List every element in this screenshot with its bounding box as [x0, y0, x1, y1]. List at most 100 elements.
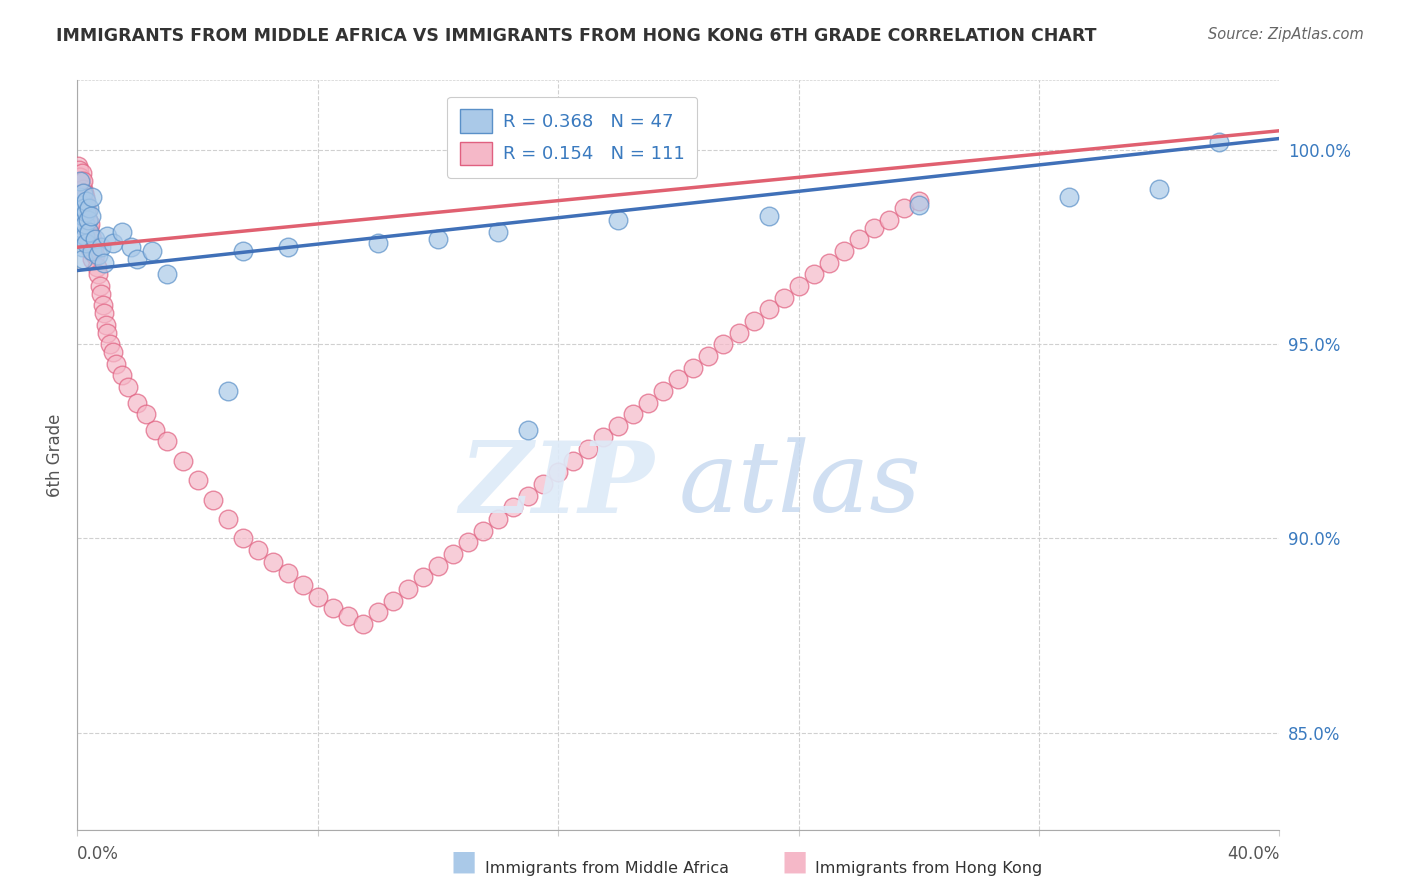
Point [82, 190, 104, 204]
Point [67, 186, 90, 200]
Point [141, 244, 163, 259]
Text: Immigrants from Middle Africa: Immigrants from Middle Africa [485, 861, 730, 876]
Point [80, 209, 103, 223]
Point [67, 174, 90, 188]
Point [486, 512, 509, 526]
Point [367, 605, 389, 619]
Point [156, 434, 179, 449]
Point [105, 357, 128, 371]
Point [758, 209, 780, 223]
Point [607, 418, 630, 433]
Point [103, 345, 125, 359]
Point [72, 213, 94, 227]
Point [89, 279, 111, 293]
Point [486, 225, 509, 239]
Point [262, 555, 284, 569]
Point [862, 220, 884, 235]
Point [72, 209, 94, 223]
Point [103, 236, 125, 251]
Point [84, 232, 107, 246]
Point [87, 248, 110, 262]
Point [72, 174, 94, 188]
Point [73, 217, 96, 231]
Point [621, 407, 644, 421]
Point [127, 395, 149, 409]
Point [697, 349, 720, 363]
Point [772, 291, 794, 305]
Point [291, 578, 314, 592]
Point [86, 260, 108, 274]
Point [72, 182, 94, 196]
Point [70, 197, 93, 211]
Point [117, 380, 139, 394]
Point [80, 228, 103, 243]
Point [817, 256, 839, 270]
Point [742, 314, 765, 328]
Point [82, 232, 104, 246]
Text: ■: ■ [782, 848, 807, 876]
Point [73, 205, 96, 219]
Point [69, 174, 91, 188]
Point [111, 225, 134, 239]
Point [277, 240, 299, 254]
Point [69, 205, 91, 219]
Point [70, 166, 93, 180]
Point [531, 477, 554, 491]
Point [67, 159, 90, 173]
Point [713, 337, 735, 351]
Point [96, 228, 118, 243]
Point [517, 423, 540, 437]
Point [787, 279, 810, 293]
Text: Immigrants from Hong Kong: Immigrants from Hong Kong [815, 861, 1043, 876]
Point [75, 194, 97, 208]
Point [427, 558, 450, 573]
Point [72, 252, 94, 266]
Point [79, 225, 101, 239]
Point [72, 194, 94, 208]
Point [90, 286, 112, 301]
Point [72, 202, 94, 216]
Point [75, 197, 97, 211]
Y-axis label: 6th Grade: 6th Grade [46, 413, 65, 497]
Point [908, 197, 931, 211]
Point [69, 170, 91, 185]
Point [472, 524, 495, 538]
Point [682, 360, 704, 375]
Point [67, 194, 90, 208]
Point [547, 466, 569, 480]
Point [96, 326, 118, 340]
Text: ■: ■ [451, 848, 477, 876]
Point [70, 197, 93, 211]
Point [69, 178, 91, 193]
Text: ZIP: ZIP [460, 437, 654, 533]
Text: 0.0%: 0.0% [77, 845, 120, 863]
Point [70, 220, 93, 235]
Point [217, 384, 239, 398]
Point [1208, 136, 1230, 150]
Legend: R = 0.368   N = 47, R = 0.154   N = 111: R = 0.368 N = 47, R = 0.154 N = 111 [447, 97, 697, 178]
Text: atlas: atlas [679, 437, 921, 533]
Point [69, 190, 91, 204]
Point [186, 473, 209, 487]
Point [576, 442, 599, 456]
Point [67, 202, 90, 216]
Point [562, 454, 585, 468]
Point [82, 252, 104, 266]
Point [412, 570, 434, 584]
Point [120, 240, 142, 254]
Point [427, 232, 450, 246]
Point [73, 228, 96, 243]
Point [457, 535, 479, 549]
Point [76, 213, 98, 227]
Point [803, 268, 825, 282]
Point [908, 194, 931, 208]
Point [82, 244, 104, 259]
Point [127, 252, 149, 266]
Point [832, 244, 855, 259]
Point [91, 298, 114, 312]
Point [156, 268, 179, 282]
Point [1149, 182, 1171, 196]
Point [352, 616, 374, 631]
Point [217, 512, 239, 526]
Point [381, 593, 404, 607]
